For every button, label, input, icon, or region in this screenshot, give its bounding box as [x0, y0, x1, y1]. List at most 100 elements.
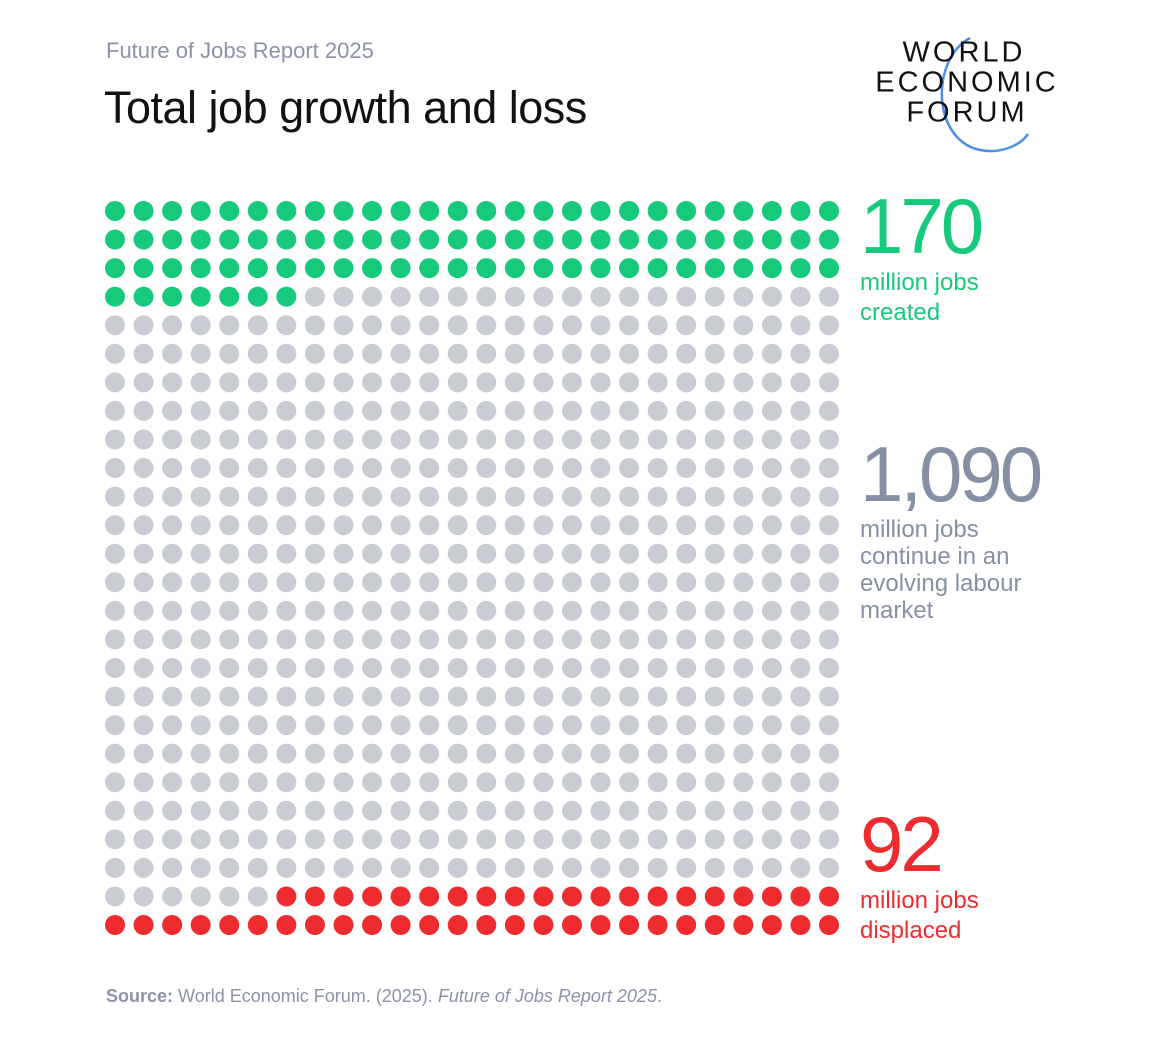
dot: [219, 772, 240, 793]
dot: [647, 343, 668, 364]
dot: [676, 343, 697, 364]
dot: [333, 915, 354, 935]
dot: [676, 657, 697, 678]
dot: [476, 429, 497, 450]
dot: [219, 515, 240, 536]
dot: [276, 857, 297, 878]
dot: [105, 857, 125, 878]
dot: [504, 458, 525, 479]
dot: [533, 715, 554, 736]
dot: [561, 857, 582, 878]
dot: [533, 258, 554, 279]
dot: [190, 915, 211, 935]
dot: [219, 715, 240, 736]
dot: [733, 258, 754, 279]
dot: [105, 715, 125, 736]
dot: [162, 829, 183, 850]
dot: [162, 572, 183, 593]
dot: [561, 829, 582, 850]
dot: [105, 915, 125, 935]
value-label: 1,090: [860, 430, 1043, 518]
dot: [504, 886, 525, 907]
dot: [133, 315, 154, 336]
dot: [647, 429, 668, 450]
dot: [790, 915, 811, 935]
dot: [304, 315, 325, 336]
dot: [647, 715, 668, 736]
dot: [390, 600, 411, 621]
dot: [247, 315, 268, 336]
dot: [162, 201, 183, 221]
dot: [105, 657, 125, 678]
dot: [504, 829, 525, 850]
dot: [733, 229, 754, 250]
dot: [304, 458, 325, 479]
dot: [419, 800, 440, 821]
dot: [561, 429, 582, 450]
dot: [647, 372, 668, 393]
dot: [476, 829, 497, 850]
dot: [219, 201, 240, 221]
dot: [390, 429, 411, 450]
dot: [362, 543, 383, 564]
dot: [219, 657, 240, 678]
dot: [619, 857, 640, 878]
dot: [333, 886, 354, 907]
dot: [619, 572, 640, 593]
dot: [761, 600, 782, 621]
dot: [533, 229, 554, 250]
dot: [504, 800, 525, 821]
dot: [676, 429, 697, 450]
dot: [333, 600, 354, 621]
dot: [704, 258, 725, 279]
source-label: Source:: [106, 986, 174, 1006]
dot: [190, 515, 211, 536]
dot: [276, 315, 297, 336]
dot: [133, 286, 154, 307]
dot: [504, 201, 525, 221]
dot: [390, 686, 411, 707]
dot: [819, 600, 839, 621]
value-label: 92: [860, 800, 944, 888]
dot: [162, 486, 183, 507]
dot: [276, 600, 297, 621]
dot: [390, 715, 411, 736]
dot: [190, 286, 211, 307]
dot: [105, 743, 125, 764]
dot: [276, 201, 297, 221]
dot: [333, 572, 354, 593]
logo-text: WORLD: [903, 37, 1026, 69]
dot: [704, 600, 725, 621]
dot: [162, 543, 183, 564]
dot: [476, 543, 497, 564]
dot: [733, 315, 754, 336]
dot: [276, 629, 297, 650]
dot: [533, 543, 554, 564]
dot: [419, 629, 440, 650]
dot: [590, 886, 611, 907]
dot: [504, 286, 525, 307]
dot: [219, 743, 240, 764]
dot: [504, 629, 525, 650]
dot: [304, 543, 325, 564]
dot: [362, 657, 383, 678]
dot: [561, 400, 582, 421]
dot: [476, 743, 497, 764]
dot: [247, 486, 268, 507]
dot: [247, 286, 268, 307]
dot: [219, 686, 240, 707]
dot: [190, 343, 211, 364]
dot: [304, 515, 325, 536]
dot: [676, 229, 697, 250]
dot: [761, 229, 782, 250]
dot: [304, 343, 325, 364]
dot: [761, 458, 782, 479]
dot: [619, 258, 640, 279]
source-text: World Economic Forum. (2025).: [178, 986, 433, 1006]
dot: [676, 743, 697, 764]
dot: [219, 800, 240, 821]
dot: [419, 486, 440, 507]
dot: [504, 686, 525, 707]
dot: [133, 229, 154, 250]
dot: [419, 429, 440, 450]
